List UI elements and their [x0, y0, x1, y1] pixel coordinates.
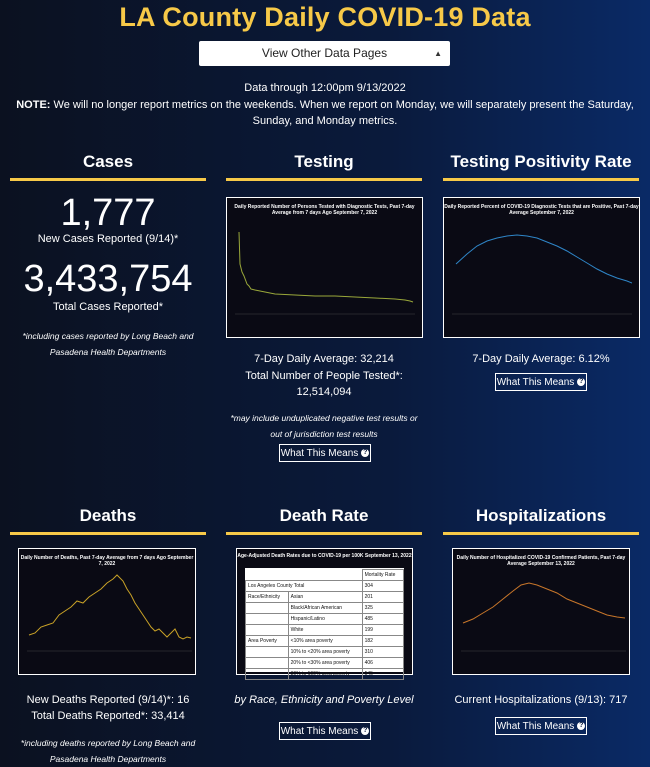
testing-chart: Daily Reported Number of Persons Tested …	[226, 197, 423, 338]
total-cases-label: Total Cases Reported*	[52, 301, 164, 313]
dr-total-label: Los Angeles County Total	[245, 580, 363, 592]
data-pages-select-label: View Other Data Pages	[261, 46, 388, 60]
note-body: We will no longer report metrics on the …	[50, 99, 634, 127]
death-rate-title: Death Rate	[279, 506, 369, 525]
question-icon: ?	[577, 378, 586, 387]
deaths-title: Deaths	[79, 506, 137, 525]
death-rate-chart: Age-Adjusted Death Rates due to COVID-19…	[236, 548, 413, 680]
dr-total-value: 304	[361, 580, 405, 592]
dr-col-header: Mortality Rate	[361, 569, 405, 581]
question-icon: ?	[577, 722, 586, 731]
total-cases-value: 3,433,754	[23, 258, 193, 300]
data-through-text: Data through 12:00pm 9/13/2022	[244, 82, 406, 94]
testing-chart-title: Daily Reported Number of Persons Tested …	[234, 204, 415, 216]
positivity-chart: Daily Reported Percent of COVID-19 Diagn…	[443, 197, 640, 338]
question-icon: ?	[361, 449, 370, 458]
death-rate-what-this-means-button[interactable]: What This Means?	[279, 722, 371, 740]
positivity-what-this-means-button[interactable]: What This Means?	[495, 373, 587, 391]
cases-footnote: *including cases reported by Long Beach …	[22, 331, 194, 357]
testing-avg: 7-Day Daily Average: 32,214	[254, 353, 394, 365]
deaths-total: Total Deaths Reported*: 33,414	[31, 710, 185, 722]
positivity-rule	[443, 178, 639, 181]
testing-chart-plot	[235, 231, 415, 315]
death-rate-button-label: What This Means	[280, 726, 359, 737]
new-cases-label: New Cases Reported (9/14)*	[37, 233, 179, 245]
deaths-new: New Deaths Reported (9/14)*: 16	[26, 694, 190, 706]
table-row: Hispanic/Latino 485	[245, 613, 405, 625]
testing-footnote: *may include unduplicated negative test …	[230, 413, 418, 439]
new-cases-value: 1,777	[60, 192, 156, 234]
note-label: NOTE:	[16, 99, 51, 111]
positivity-title: Testing Positivity Rate	[450, 152, 632, 171]
table-row: Area Poverty <10% area poverty 182	[245, 635, 405, 647]
table-row: White 199	[245, 624, 405, 636]
select-arrows-icon: ▲	[434, 49, 442, 58]
table-row: Race/Ethnicity Asian 201	[245, 591, 405, 603]
death-rate-chart-title: Age-Adjusted Death Rates due to COVID-19…	[237, 553, 412, 559]
data-pages-select[interactable]: View Other Data Pages ▲	[199, 41, 450, 66]
hosp-chart-plot	[461, 582, 626, 652]
cases-title: Cases	[82, 152, 134, 171]
table-row: 30% to 100% area poverty 545	[245, 668, 405, 680]
testing-button-label: What This Means	[280, 448, 359, 459]
hosp-button-label: What This Means	[496, 721, 575, 732]
hosp-rule	[443, 532, 639, 535]
death-rate-caption: by Race, Ethnicity and Poverty Level	[234, 694, 414, 706]
hosp-title: Hospitalizations	[475, 506, 607, 525]
table-row: Black/African American 325	[245, 602, 405, 614]
deaths-chart: Daily Number of Deaths, Past 7-day Avera…	[18, 548, 196, 675]
deaths-chart-plot	[27, 574, 192, 652]
deaths-footnote: *including deaths reported by Long Beach…	[20, 738, 196, 764]
testing-rule	[226, 178, 422, 181]
page-title: LA County Daily COVID-19 Data	[119, 2, 531, 32]
testing-what-this-means-button[interactable]: What This Means?	[279, 444, 371, 462]
testing-total-value: 12,514,094	[296, 386, 352, 398]
hosp-chart: Daily Number of Hospitalized COVID-19 Co…	[452, 548, 630, 675]
deaths-rule	[10, 532, 206, 535]
note-text: NOTE: We will no longer report metrics o…	[8, 97, 642, 129]
question-icon: ?	[361, 727, 370, 736]
positivity-chart-title: Daily Reported Percent of COVID-19 Diagn…	[444, 204, 639, 216]
death-rate-table: Mortality Rate Los Angeles County Total 3…	[245, 569, 405, 680]
table-row: 10% to <20% area poverty 310	[245, 646, 405, 658]
positivity-button-label: What This Means	[496, 377, 575, 388]
positivity-chart-plot	[452, 234, 632, 315]
testing-total-label: Total Number of People Tested*:	[245, 370, 403, 382]
hosp-current: Current Hospitalizations (9/13): 717	[454, 694, 628, 706]
hosp-chart-title: Daily Number of Hospitalized COVID-19 Co…	[456, 555, 626, 567]
testing-title: Testing	[294, 152, 354, 171]
cases-rule	[10, 178, 206, 181]
deaths-chart-title: Daily Number of Deaths, Past 7-day Avera…	[20, 555, 194, 567]
table-row: 20% to <30% area poverty 406	[245, 657, 405, 669]
positivity-avg: 7-Day Daily Average: 6.12%	[472, 353, 610, 365]
death-rate-rule	[226, 532, 422, 535]
hosp-what-this-means-button[interactable]: What This Means?	[495, 717, 587, 735]
